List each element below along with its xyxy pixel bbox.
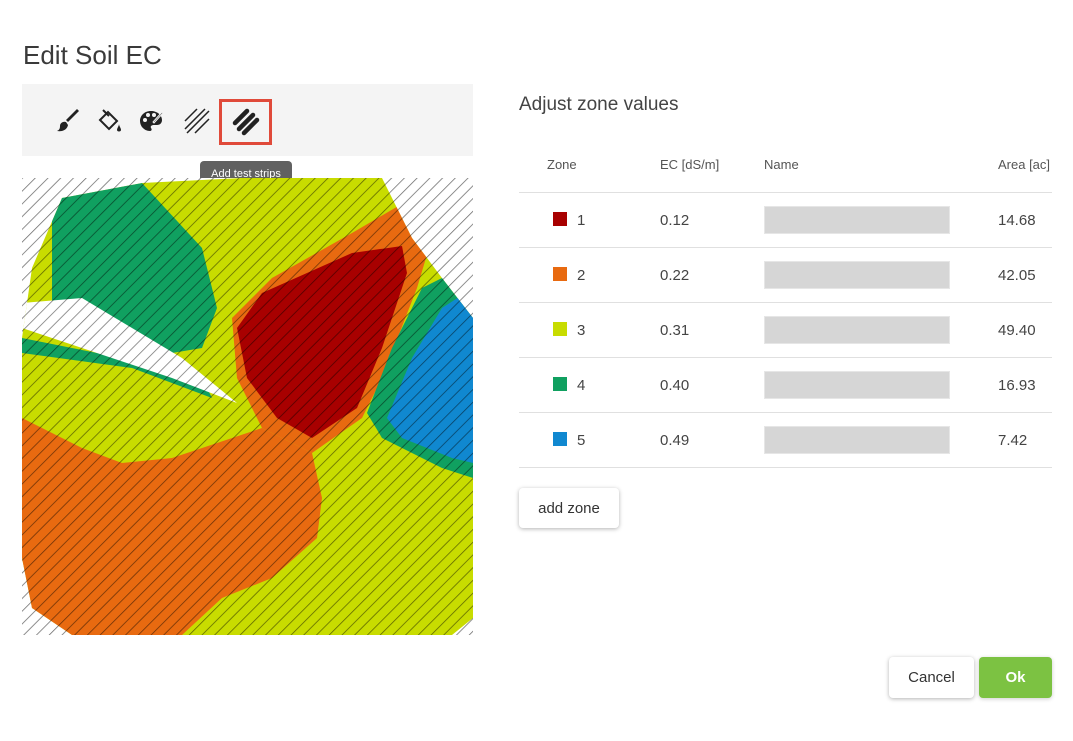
paint-bucket-tool-button[interactable] <box>92 104 126 138</box>
name-cell <box>764 357 998 413</box>
zone-cell: 2 <box>519 247 660 303</box>
ec-value[interactable]: 0.31 <box>660 302 764 358</box>
test-strips-icon <box>232 108 259 136</box>
zones-table: Zone EC [dS/m] Name Area [ac] 1 0.12 14.68… <box>519 136 1052 468</box>
zone-name-input[interactable] <box>764 261 950 289</box>
ec-value[interactable]: 0.12 <box>660 192 764 248</box>
brush-icon <box>57 109 79 132</box>
area-value: 16.93 <box>998 357 1052 413</box>
name-cell <box>764 247 998 303</box>
hatch-lines-icon <box>184 108 210 134</box>
zone-number: 1 <box>577 211 586 229</box>
add-zone-button[interactable]: add zone <box>519 488 619 528</box>
zone-name-input[interactable] <box>764 426 950 454</box>
zone-number: 2 <box>577 266 586 284</box>
table-row: 2 0.22 42.05 <box>519 247 1052 303</box>
ok-button[interactable]: Ok <box>979 657 1052 698</box>
name-cell <box>764 192 998 248</box>
add-test-strips-button[interactable] <box>219 99 272 145</box>
table-row: 4 0.40 16.93 <box>519 357 1052 413</box>
hatch-tool-button[interactable] <box>180 104 214 138</box>
zone-color-swatch[interactable] <box>553 321 567 336</box>
zone-color-swatch[interactable] <box>553 266 567 281</box>
ec-value[interactable]: 0.22 <box>660 247 764 303</box>
zone-number: 4 <box>577 376 586 394</box>
area-value: 42.05 <box>998 247 1052 303</box>
header-zone: Zone <box>519 136 660 193</box>
header-area: Area [ac] <box>998 136 1052 193</box>
table-row: 1 0.12 14.68 <box>519 192 1052 248</box>
map-toolbar <box>22 84 473 156</box>
field-map[interactable] <box>22 178 473 635</box>
zone-color-swatch[interactable] <box>553 211 567 226</box>
zone-cell: 1 <box>519 192 660 248</box>
table-row: 3 0.31 49.40 <box>519 302 1052 358</box>
zone-color-swatch[interactable] <box>553 376 567 391</box>
table-header-row: Zone EC [dS/m] Name Area [ac] <box>519 136 1052 193</box>
panel-title: Adjust zone values <box>519 94 679 115</box>
name-cell <box>764 302 998 358</box>
table-row: 5 0.49 7.42 <box>519 412 1052 468</box>
area-value: 7.42 <box>998 412 1052 468</box>
zone-cell: 5 <box>519 412 660 468</box>
zone-name-input[interactable] <box>764 206 950 234</box>
brush-tool-button[interactable] <box>52 104 86 138</box>
name-cell <box>764 412 998 468</box>
area-value: 49.40 <box>998 302 1052 358</box>
zone-name-input[interactable] <box>764 316 950 344</box>
palette-icon <box>140 111 164 131</box>
zone-number: 5 <box>577 431 586 449</box>
field-map-canvas <box>22 178 473 635</box>
header-ec: EC [dS/m] <box>660 136 764 193</box>
paint-bucket-icon <box>98 109 121 132</box>
dialog-title: Edit Soil EC <box>23 40 162 70</box>
zone-cell: 4 <box>519 357 660 413</box>
zone-name-input[interactable] <box>764 371 950 399</box>
palette-tool-button[interactable] <box>134 104 168 138</box>
header-name: Name <box>764 136 998 193</box>
zone-cell: 3 <box>519 302 660 358</box>
zone-number: 3 <box>577 321 586 339</box>
zone-color-swatch[interactable] <box>553 431 567 446</box>
area-value: 14.68 <box>998 192 1052 248</box>
cancel-button[interactable]: Cancel <box>889 657 974 698</box>
ec-value[interactable]: 0.49 <box>660 412 764 468</box>
ec-value[interactable]: 0.40 <box>660 357 764 413</box>
